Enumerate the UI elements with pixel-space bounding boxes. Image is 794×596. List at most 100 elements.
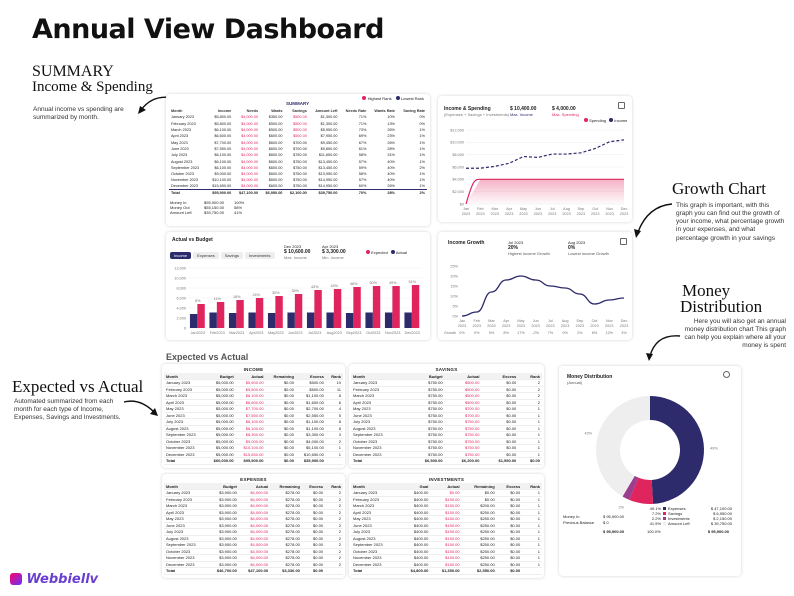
x-tick-label: Jun (535, 207, 541, 211)
table-total-row: Total $4,800.00 $1,350.00 $2,550.00 $0.00 (351, 567, 542, 575)
table-total-cell (325, 457, 343, 465)
table-total-cell: $46,700.00 (207, 567, 239, 575)
table-cell: $150.00 (430, 535, 462, 542)
table-header: Rank (325, 373, 343, 380)
table-cell: $400.00 (399, 554, 431, 562)
table-cell: $278.00 (270, 502, 302, 510)
summary-cell: March 2023 (171, 128, 192, 133)
table-row: June 2023 $750.00 $700.00 $0.00 1 (351, 412, 542, 419)
table-total-row: Total $60,000.00 $95,900.00 $0.00 $35,900.00 (164, 457, 343, 465)
table-cell: $4,000.00 (238, 561, 271, 568)
growth-heading: Growth Chart (672, 179, 766, 198)
table-cell: $0.00 (481, 425, 519, 432)
ab-title: Actual vs Budget (172, 237, 213, 243)
table-cell: $278.00 (270, 561, 302, 568)
tab-expenses[interactable]: Expenses (193, 252, 219, 259)
table-cell: $150.00 (430, 522, 462, 529)
pie-chart-icon[interactable] (723, 371, 730, 378)
table-cell: $250.00 (461, 561, 497, 568)
tab-investments[interactable]: Investments (244, 252, 275, 259)
ig-stat1-label: Jul 2023 (508, 240, 524, 245)
table-cell: 8 (325, 425, 343, 432)
table-cell: 8 (325, 392, 343, 400)
summary-cell: $500.00 (268, 128, 283, 133)
table-cell: $4,000.00 (238, 496, 271, 503)
md-left-row: Money In $ 95,900.00 (563, 514, 641, 519)
table-cell: $0.00 (301, 561, 326, 568)
chart-icon[interactable] (618, 102, 625, 109)
summary-cell: $4,000.00 (241, 121, 259, 126)
summary-cell: $350.00 (268, 115, 283, 120)
table-cell: 2 (325, 515, 343, 523)
summary-cell: 23% (387, 134, 395, 139)
table-row: December 2023 $15,650.00 $4,000.00 $600.00 $… (169, 184, 427, 190)
table-cell: $3,900.00 (207, 535, 239, 542)
table-cell: June 2023 (351, 412, 408, 419)
tab-savings[interactable]: Savings (220, 252, 243, 259)
x-tick-label: Mar (488, 319, 495, 323)
chart-icon[interactable] (620, 238, 627, 245)
x-tick-label: Jul (548, 319, 553, 323)
table-cell: $250.00 (461, 541, 497, 549)
table-row: September 2023 $6,100.00 $4,000.00 $600.00 $… (169, 165, 427, 171)
ev-investments-card: INVESTMENTS Month Goal Actual Remaining Exce… (349, 474, 544, 578)
summary-cell: $500.00 (293, 128, 307, 133)
table-total-cell: Total (351, 457, 408, 465)
legend-highest: Highest Rank (367, 96, 392, 101)
table-header: Budget (205, 373, 236, 380)
summary-footer-row: Amount Left $39,750.00 41% (170, 210, 248, 215)
bar-expected (314, 290, 322, 328)
md-right-cell: 7.2% (651, 511, 661, 517)
table-cell: $3,900.00 (207, 509, 239, 516)
summary-cell: 26% (387, 140, 395, 145)
table-cell: January 2023 (164, 379, 206, 387)
x-tick-label: May2023 (268, 331, 284, 335)
y-tick-label: 15% (450, 284, 458, 288)
spending-line (465, 178, 624, 205)
table-cell: $150.00 (430, 548, 462, 555)
y-tick-label: $10,000 (450, 141, 464, 145)
ev-heading: Expected vs Actual (166, 352, 249, 362)
table-total-cell: $3,336.00 (270, 567, 302, 575)
table-cell: $700.00 (444, 405, 482, 413)
x-tick-label: May (520, 207, 527, 211)
table-total-row: Total $6,500.00 $6,200.00 $1,550.00 $0.00 (351, 457, 542, 465)
ab-stat1-sub: Max. Income (284, 255, 307, 260)
x-tick-label: Jul2023 (308, 331, 321, 335)
summary-cell: June 2023 (171, 146, 189, 151)
summary-total-cell: 28% (387, 191, 395, 196)
x-tick-label: Feb2023 (210, 331, 225, 335)
ev-income-table: Month Budget Actual Remaining Excess Rank Janu… (164, 373, 343, 465)
table-cell: $0.00 (496, 496, 523, 503)
money-heading-1: Money (682, 281, 731, 300)
bar-expected (353, 287, 361, 328)
summary-cell: $4,000.00 (241, 153, 259, 158)
table-cell: $3,900.00 (207, 528, 239, 536)
table-cell: $0.00 (481, 379, 519, 387)
summary-cell: 28% (387, 146, 395, 151)
md-left-row: Previous Balance $ 0 (563, 520, 641, 525)
table-row: June 2023 $3,900.00 $4,000.00 $278.00 $0.00 2 (164, 522, 343, 529)
growth-value: 8% (503, 331, 509, 335)
tab-income[interactable]: Income (170, 252, 192, 259)
table-cell: $0.00 (301, 496, 326, 503)
table-cell: 5 (325, 412, 343, 419)
summary-cell: October 2023 (171, 172, 195, 177)
table-cell: 1 (522, 522, 542, 529)
table-header: Excess (301, 483, 326, 490)
table-header: Month (351, 373, 408, 380)
summary-cell: 40% (387, 172, 395, 177)
summary-cell: November 2023 (171, 178, 199, 183)
summary-cell: $750.00 (293, 153, 307, 158)
summary-cell: $15,650.00 (212, 184, 232, 189)
table-row: February 2023 $5,800.00 $4,000.00 $500.00 $5… (169, 121, 427, 127)
table-cell: $0.00 (265, 386, 296, 393)
table-row: August 2023 $3,900.00 $4,000.00 $278.00 $0.0… (164, 535, 343, 542)
table-cell: 2 (325, 554, 343, 562)
table-cell: $750.00 (407, 438, 445, 445)
summary-cell: $14,950.00 (318, 184, 338, 189)
table-cell: $4,000.00 (238, 515, 271, 523)
table-cell: $278.00 (270, 554, 302, 562)
money-heading-2: Distribution (680, 297, 763, 316)
summary-cell: $6,100.00 (214, 128, 232, 133)
